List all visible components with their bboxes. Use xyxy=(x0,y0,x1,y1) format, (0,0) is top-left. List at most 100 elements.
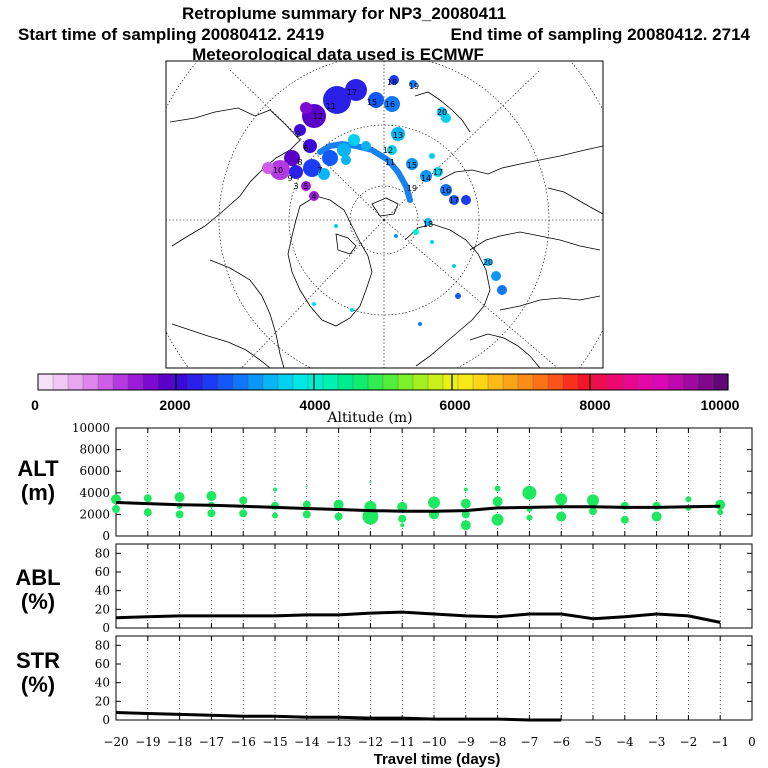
altitude-cluster-point xyxy=(494,485,501,492)
colorbar-cell xyxy=(142,373,159,391)
colorbar-cell xyxy=(487,373,504,391)
plume-day-label: 17 xyxy=(433,168,443,177)
colorbar-cell xyxy=(562,373,579,391)
colorbar-cell xyxy=(712,373,729,391)
plume-blob xyxy=(484,258,492,266)
altitude-cluster-point xyxy=(587,494,599,507)
x-tick-label: −2 xyxy=(680,735,698,749)
altitude-cluster-point xyxy=(717,509,724,516)
altitude-colorbar: 0 2000 4000 6000 8000 10000 Altitude (m) xyxy=(31,373,740,426)
x-tick-label: −15 xyxy=(262,735,287,749)
y-tick-label: 60 xyxy=(95,657,110,671)
str-panel-unit: (%) xyxy=(21,672,55,697)
plume-day-label: 12 xyxy=(383,146,393,155)
altitude-cluster-point xyxy=(555,493,568,506)
colorbar-cell xyxy=(442,373,459,391)
colorbar-tick-label: 4000 xyxy=(299,397,330,413)
plume-blob xyxy=(262,162,274,174)
plume-blob xyxy=(384,96,400,112)
altitude-cluster-point xyxy=(492,496,503,507)
colorbar-cell xyxy=(547,373,564,391)
altitude-cluster-point xyxy=(175,510,184,519)
colorbar-cell xyxy=(112,373,129,391)
figure-title: Retroplume summary for NP3_20080411 xyxy=(182,4,506,23)
x-tick-label: −7 xyxy=(521,735,539,749)
plume-day-label: 17 xyxy=(347,88,357,97)
plume-day-label: 11 xyxy=(385,158,395,167)
altitude-cluster-point xyxy=(207,509,216,518)
plume-day-label: 6 xyxy=(303,144,308,153)
colorbar-cell xyxy=(337,373,354,391)
plume-day-label: 19 xyxy=(409,82,419,91)
plume-blob xyxy=(323,86,351,114)
map-frame xyxy=(165,60,604,369)
colorbar-cell xyxy=(352,373,369,391)
y-tick-label: 80 xyxy=(95,546,110,560)
altitude-cluster-point xyxy=(461,510,470,519)
plume-day-label: 11 xyxy=(326,102,336,111)
colorbar-cell xyxy=(277,373,294,391)
y-tick-label: 0 xyxy=(102,529,110,543)
y-tick-label: 20 xyxy=(95,694,110,708)
altitude-cluster-point xyxy=(491,513,504,526)
plume-blob xyxy=(341,155,351,165)
plume-day-label: 3 xyxy=(293,182,298,191)
x-tick-label: −20 xyxy=(103,735,128,749)
x-tick-label: −13 xyxy=(326,735,351,749)
plume-day-label: 20 xyxy=(437,108,447,117)
colorbar-cell xyxy=(622,373,639,391)
plume-day-label: 8 xyxy=(297,158,302,167)
plume-blob xyxy=(409,80,417,88)
plume-day-label: 17 xyxy=(449,196,459,205)
x-tick-label: −17 xyxy=(199,735,224,749)
plume-day-label: 16 xyxy=(441,186,451,195)
colorbar-cell xyxy=(667,373,684,391)
altitude-cluster-point xyxy=(333,499,344,510)
colorbar-cell xyxy=(397,373,414,391)
y-tick-label: 40 xyxy=(95,676,110,690)
x-axis-title: Travel time (days) xyxy=(374,751,501,768)
colorbar-cell xyxy=(157,373,174,391)
colorbar-tick-label: 8000 xyxy=(579,397,610,413)
plume-blob xyxy=(368,92,384,108)
x-tick-label: −16 xyxy=(231,735,256,749)
colorbar-cell xyxy=(457,373,474,391)
colorbar-cell xyxy=(187,373,204,391)
altitude-cluster-point xyxy=(143,508,152,517)
alt-panel-label: ALT xyxy=(17,456,59,481)
x-tick-label: −6 xyxy=(552,735,570,749)
plume-blob xyxy=(312,302,316,306)
colorbar-cell xyxy=(532,373,549,391)
start-time-label: Start time of sampling 20080412. 2419 xyxy=(18,25,324,44)
colorbar-cell xyxy=(637,373,654,391)
colorbar-cell xyxy=(127,373,144,391)
altitude-cluster-point xyxy=(143,494,152,503)
str-series-line xyxy=(115,711,562,722)
altitude-cluster-point xyxy=(302,500,311,509)
abl-panel-unit: (%) xyxy=(21,589,55,614)
altitude-cluster-point xyxy=(174,492,185,503)
x-tick-label: −3 xyxy=(648,735,666,749)
x-tick-label: −14 xyxy=(294,735,320,749)
colorbar-cell xyxy=(427,373,444,391)
colorbar-tick-label: 2000 xyxy=(159,397,190,413)
colorbar-cell xyxy=(517,373,534,391)
plume-day-label: 14 xyxy=(421,174,431,183)
colorbar-cell xyxy=(247,373,264,391)
colorbar-cell xyxy=(577,373,594,391)
altitude-cluster-point xyxy=(272,512,278,519)
plume-day-label: 19 xyxy=(407,184,417,193)
colorbar-tick-label: 0 xyxy=(31,397,39,413)
x-tick-label: 0 xyxy=(748,735,756,749)
colorbar-cell xyxy=(82,373,99,391)
end-time-label: End time of sampling 20080412. 2714 xyxy=(450,25,750,44)
plume-blob xyxy=(361,141,371,151)
plume-blob xyxy=(491,271,501,281)
altitude-cluster-point xyxy=(715,499,726,510)
x-tick-label: −5 xyxy=(584,735,602,749)
altitude-cluster-point xyxy=(400,523,405,528)
alt-panel-unit: (m) xyxy=(21,480,55,505)
plume-day-label: 18 xyxy=(423,220,433,229)
colorbar-cell xyxy=(322,373,339,391)
colorbar-cell xyxy=(697,373,714,391)
